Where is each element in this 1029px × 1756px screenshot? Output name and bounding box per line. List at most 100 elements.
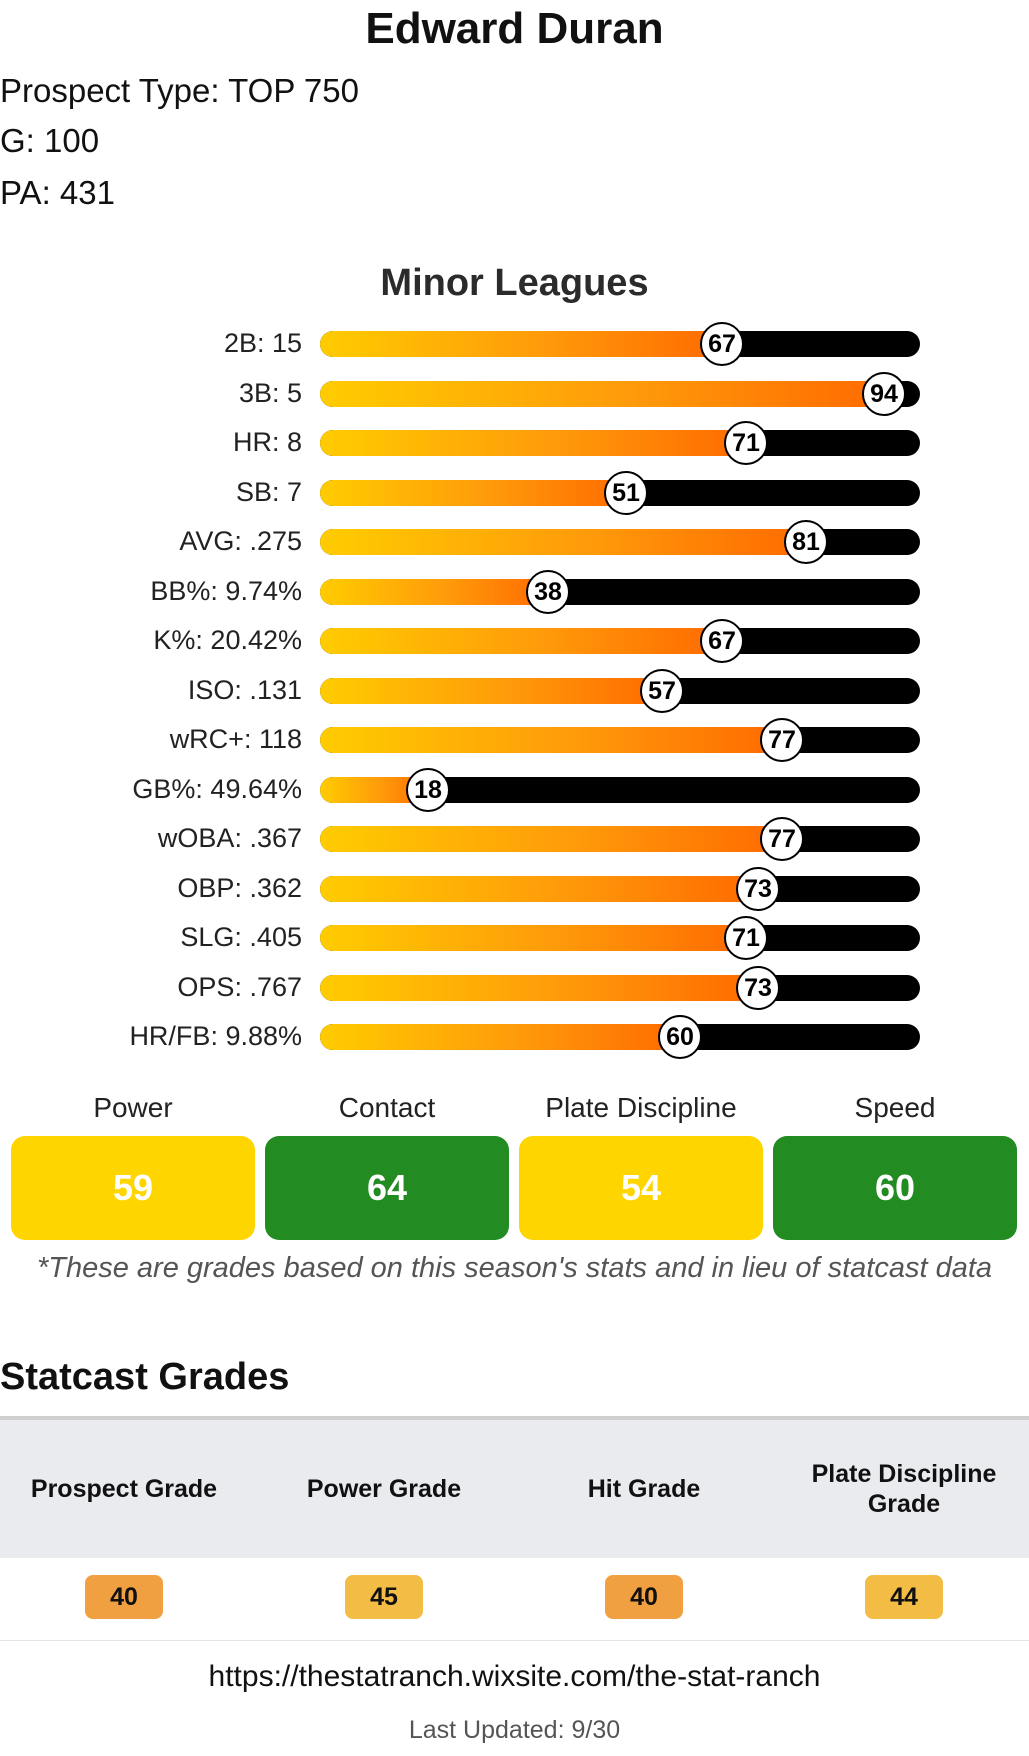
stat-bar-fill (320, 529, 810, 555)
stat-row: SB: 7 51 (0, 467, 1029, 517)
stat-bar-track: 57 (320, 668, 920, 713)
stat-bar-track: 38 (320, 569, 920, 614)
last-updated: Last Updated: 9/30 (408, 1716, 621, 1744)
stat-bar-fill (320, 331, 726, 357)
percentile-badge: 18 (406, 767, 450, 812)
stat-row: BB%: 9.74% 38 (0, 566, 1029, 616)
stat-bar-track: 77 (320, 817, 920, 861)
site-url: https://thestatranch.wixsite.com/the-sta… (208, 1660, 821, 1693)
table-row: 40 45 40 44 (0, 1558, 1029, 1641)
table-header-row: Prospect Grade Power Grade Hit Grade Plate … (0, 1420, 1029, 1558)
grade-card: Contact 64 (265, 1090, 509, 1240)
stat-label: wOBA: .367 (157, 823, 302, 853)
stat-bar-track: 71 (320, 421, 920, 465)
stat-label: SLG: .405 (180, 922, 302, 952)
grade-pill: 45 (345, 1575, 423, 1619)
percentile-badge: 73 (736, 965, 780, 1010)
stat-bar-track: 67 (320, 322, 920, 366)
stat-row: SLG: .405 71 (0, 912, 1029, 962)
stat-bar-fill (320, 974, 762, 1001)
stat-row: wRC+: 118 77 (0, 714, 1029, 764)
stat-bar-fill (320, 925, 750, 951)
stat-label: OBP: .362 (177, 872, 302, 903)
stat-bar-fill (320, 578, 552, 605)
stat-bar-fill (320, 380, 888, 407)
stat-bar-track: 71 (320, 916, 920, 960)
grade-label: Plate Discipline (545, 1092, 737, 1123)
stat-row: HR/FB: 9.88% 60 (0, 1011, 1029, 1061)
stat-bar-track: 73 (320, 866, 920, 911)
stat-label: HR/FB: 9.88% (129, 1021, 302, 1051)
table-header-cell: Hit Grade (587, 1475, 701, 1503)
stat-bar-fill (320, 430, 750, 456)
grade-pill: 44 (865, 1575, 943, 1619)
percentile-badge: 71 (724, 916, 768, 960)
grade-card: Plate Discipline 54 (519, 1090, 763, 1240)
stat-bar-track: 73 (320, 965, 920, 1010)
stat-label: BB%: 9.74% (150, 575, 302, 606)
stat-row: wOBA: .367 77 (0, 813, 1029, 863)
percentile-badge: 77 (760, 718, 804, 762)
stat-bar-track: 94 (320, 371, 920, 416)
stat-row: HR: 8 71 (0, 417, 1029, 467)
grade-pill: 40 (85, 1575, 163, 1619)
table-top-border (0, 1416, 1029, 1420)
player-name: Edward Duran (365, 4, 664, 53)
grade-value: 59 (11, 1136, 255, 1240)
percentile-badge: 81 (784, 520, 828, 564)
stat-bar-fill (320, 677, 666, 704)
stat-label: HR: 8 (232, 427, 302, 457)
stat-row: AVG: .275 81 (0, 516, 1029, 566)
table-header-cell: Prospect Grade (30, 1475, 218, 1503)
percentile-badge: 67 (700, 322, 744, 366)
stat-bar-fill (320, 875, 762, 902)
stat-label: ISO: .131 (187, 674, 302, 705)
table-header-cell: Power Grade (306, 1475, 462, 1503)
table-header-cell: Plate Discipline Grade (811, 1460, 997, 1518)
stat-bar-track: 77 (320, 718, 920, 762)
percentile-badge: 51 (604, 470, 648, 515)
stat-bar-fill (320, 727, 786, 753)
percentile-badge: 73 (736, 866, 780, 911)
stat-row: OBP: .362 73 (0, 863, 1029, 913)
percentile-badge: 67 (700, 619, 744, 663)
plate-appearances: PA: 431 (0, 174, 115, 211)
stat-bar-fill (320, 1024, 684, 1050)
stat-bar-track: 18 (320, 767, 920, 812)
stat-row: K%: 20.42% 67 (0, 615, 1029, 665)
stat-row: GB%: 49.64% 18 (0, 764, 1029, 814)
stat-bar-track: 81 (320, 520, 920, 564)
grade-label: Contact (338, 1092, 436, 1123)
stat-row: 2B: 15 67 (0, 318, 1029, 368)
percentile-badge: 77 (760, 817, 804, 861)
stat-bar-fill (320, 628, 726, 654)
percentile-badge: 94 (862, 371, 906, 416)
stat-bar-track: 67 (320, 619, 920, 663)
stat-bar-fill (320, 826, 786, 852)
grade-card: Power 59 (11, 1090, 255, 1240)
stat-row: 3B: 5 94 (0, 368, 1029, 418)
grade-value: 64 (265, 1136, 509, 1240)
grade-label: Power (93, 1092, 173, 1123)
grade-card: Speed 60 (773, 1090, 1017, 1240)
stat-row: OPS: .767 73 (0, 962, 1029, 1012)
stat-label: OPS: .767 (177, 971, 302, 1002)
stat-label: 2B: 15 (223, 328, 302, 358)
stat-label: SB: 7 (235, 476, 302, 507)
percentile-badge: 57 (640, 668, 684, 713)
grades-footnote: *These are grades based on this season's… (36, 1252, 993, 1284)
percentile-badge: 71 (724, 421, 768, 465)
stat-bar-track: 60 (320, 1015, 920, 1059)
stat-bar-fill (320, 479, 630, 506)
grade-value: 60 (773, 1136, 1017, 1240)
grade-label: Speed (854, 1092, 936, 1123)
minor-leagues-title: Minor Leagues (380, 262, 649, 304)
stat-label: 3B: 5 (238, 377, 302, 408)
percentile-badge: 38 (526, 569, 570, 614)
prospect-type: Prospect Type: TOP 750 (0, 72, 359, 109)
stat-label: GB%: 49.64% (132, 773, 302, 804)
stat-row: ISO: .131 57 (0, 665, 1029, 715)
stat-label: K%: 20.42% (153, 625, 302, 655)
statcast-title: Statcast Grades (0, 1356, 290, 1398)
stat-bar-track: 51 (320, 470, 920, 515)
